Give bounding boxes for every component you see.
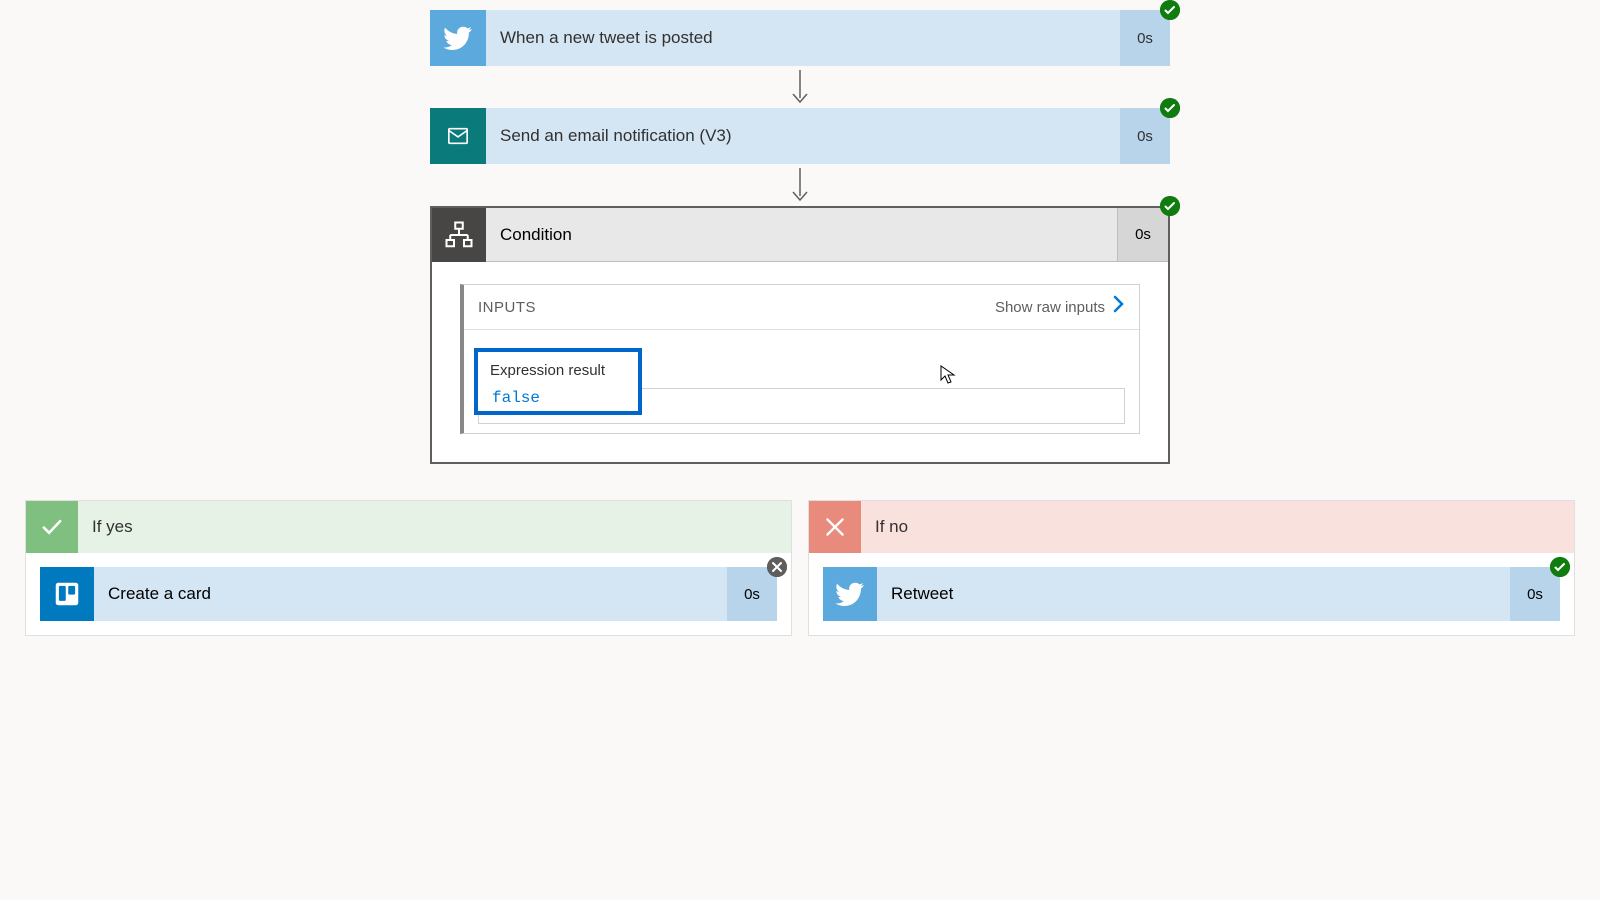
inputs-panel: INPUTS Show raw inputs Expression result…	[460, 284, 1140, 434]
condition-title: Condition	[486, 208, 1118, 261]
if-no-body: Retweet 0s	[809, 553, 1574, 635]
if-yes-header[interactable]: If yes	[26, 501, 791, 553]
cancel-icon	[767, 557, 787, 577]
expression-value: false	[490, 389, 626, 407]
raw-link-text: Show raw inputs	[995, 299, 1105, 316]
email-step[interactable]: Send an email notification (V3) 0s	[430, 108, 1170, 164]
retweet-action[interactable]: Retweet 0s	[823, 567, 1560, 621]
create-card-title: Create a card	[94, 567, 727, 621]
inputs-content: Expression result false	[464, 330, 1139, 433]
chevron-right-icon	[1113, 295, 1125, 319]
retweet-title: Retweet	[877, 567, 1510, 621]
if-no-header[interactable]: If no	[809, 501, 1574, 553]
success-icon	[1550, 557, 1570, 577]
if-yes-branch: If yes Create a card 0s	[25, 500, 792, 636]
if-no-title: If no	[861, 517, 1574, 537]
twitter-icon	[823, 567, 877, 621]
x-icon	[809, 501, 861, 553]
success-icon	[1160, 0, 1180, 20]
if-yes-body: Create a card 0s	[26, 553, 791, 635]
inputs-label: INPUTS	[478, 299, 536, 316]
arrow-down-icon	[430, 164, 1170, 206]
mail-icon	[430, 108, 486, 164]
trello-icon	[40, 567, 94, 621]
if-yes-title: If yes	[78, 517, 791, 537]
check-icon	[26, 501, 78, 553]
condition-branches: If yes Create a card 0s If no	[25, 500, 1575, 636]
inputs-header: INPUTS Show raw inputs	[464, 285, 1139, 330]
condition-body: INPUTS Show raw inputs Expression result…	[432, 262, 1168, 462]
arrow-down-icon	[430, 66, 1170, 108]
email-title: Send an email notification (V3)	[486, 108, 1120, 164]
success-icon	[1160, 196, 1180, 216]
trigger-step[interactable]: When a new tweet is posted 0s	[430, 10, 1170, 66]
condition-step[interactable]: Condition 0s INPUTS Show raw inputs	[430, 206, 1170, 464]
flow-container: When a new tweet is posted 0s Send an em…	[430, 10, 1170, 464]
twitter-icon	[430, 10, 486, 66]
trigger-title: When a new tweet is posted	[486, 10, 1120, 66]
success-icon	[1160, 98, 1180, 118]
create-card-action[interactable]: Create a card 0s	[40, 567, 777, 621]
expression-result-box: Expression result false	[474, 348, 642, 415]
condition-icon	[432, 208, 486, 262]
if-no-branch: If no Retweet 0s	[808, 500, 1575, 636]
condition-header[interactable]: Condition 0s	[432, 208, 1168, 262]
expression-label: Expression result	[490, 362, 626, 379]
show-raw-inputs-link[interactable]: Show raw inputs	[995, 295, 1125, 319]
